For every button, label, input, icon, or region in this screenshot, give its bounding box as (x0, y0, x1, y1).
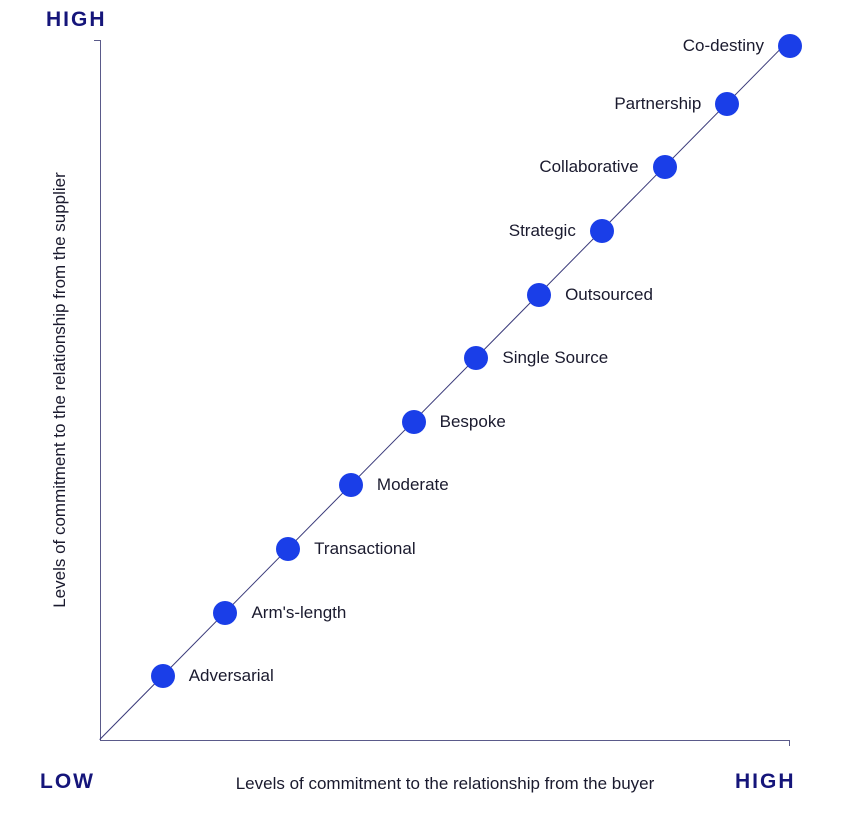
y-axis-label: Levels of commitment to the relationship… (50, 40, 70, 740)
data-point (527, 283, 551, 307)
data-point (715, 92, 739, 116)
data-point-label: Outsourced (565, 285, 653, 305)
data-point-label: Single Source (502, 348, 608, 368)
data-point (590, 219, 614, 243)
data-point (402, 410, 426, 434)
data-point-label: Strategic (509, 221, 576, 241)
corner-label-high-y: HIGH (46, 8, 107, 32)
data-point (276, 537, 300, 561)
corner-label-high-x: HIGH (735, 770, 796, 794)
x-axis (100, 740, 790, 741)
x-axis-tick-right (789, 740, 790, 746)
data-point (339, 473, 363, 497)
data-point-label: Co-destiny (683, 36, 764, 56)
data-point-label: Partnership (614, 94, 701, 114)
data-point (151, 664, 175, 688)
data-point (778, 34, 802, 58)
data-point-label: Moderate (377, 475, 449, 495)
corner-label-low: LOW (40, 770, 95, 794)
relationship-commitment-chart: Adversarial Arm's-length Transactional Mode… (0, 0, 851, 837)
data-point-label: Adversarial (189, 666, 274, 686)
y-axis (100, 40, 101, 740)
diagonal-trend-line (99, 39, 790, 740)
data-point-label: Collaborative (539, 157, 638, 177)
y-axis-tick-top (94, 40, 100, 41)
data-point (213, 601, 237, 625)
data-point-label: Bespoke (440, 412, 506, 432)
data-point (653, 155, 677, 179)
data-point-label: Transactional (314, 539, 415, 559)
x-axis-label: Levels of commitment to the relationship… (100, 774, 790, 794)
data-point-label: Arm's-length (251, 603, 346, 623)
data-point (464, 346, 488, 370)
